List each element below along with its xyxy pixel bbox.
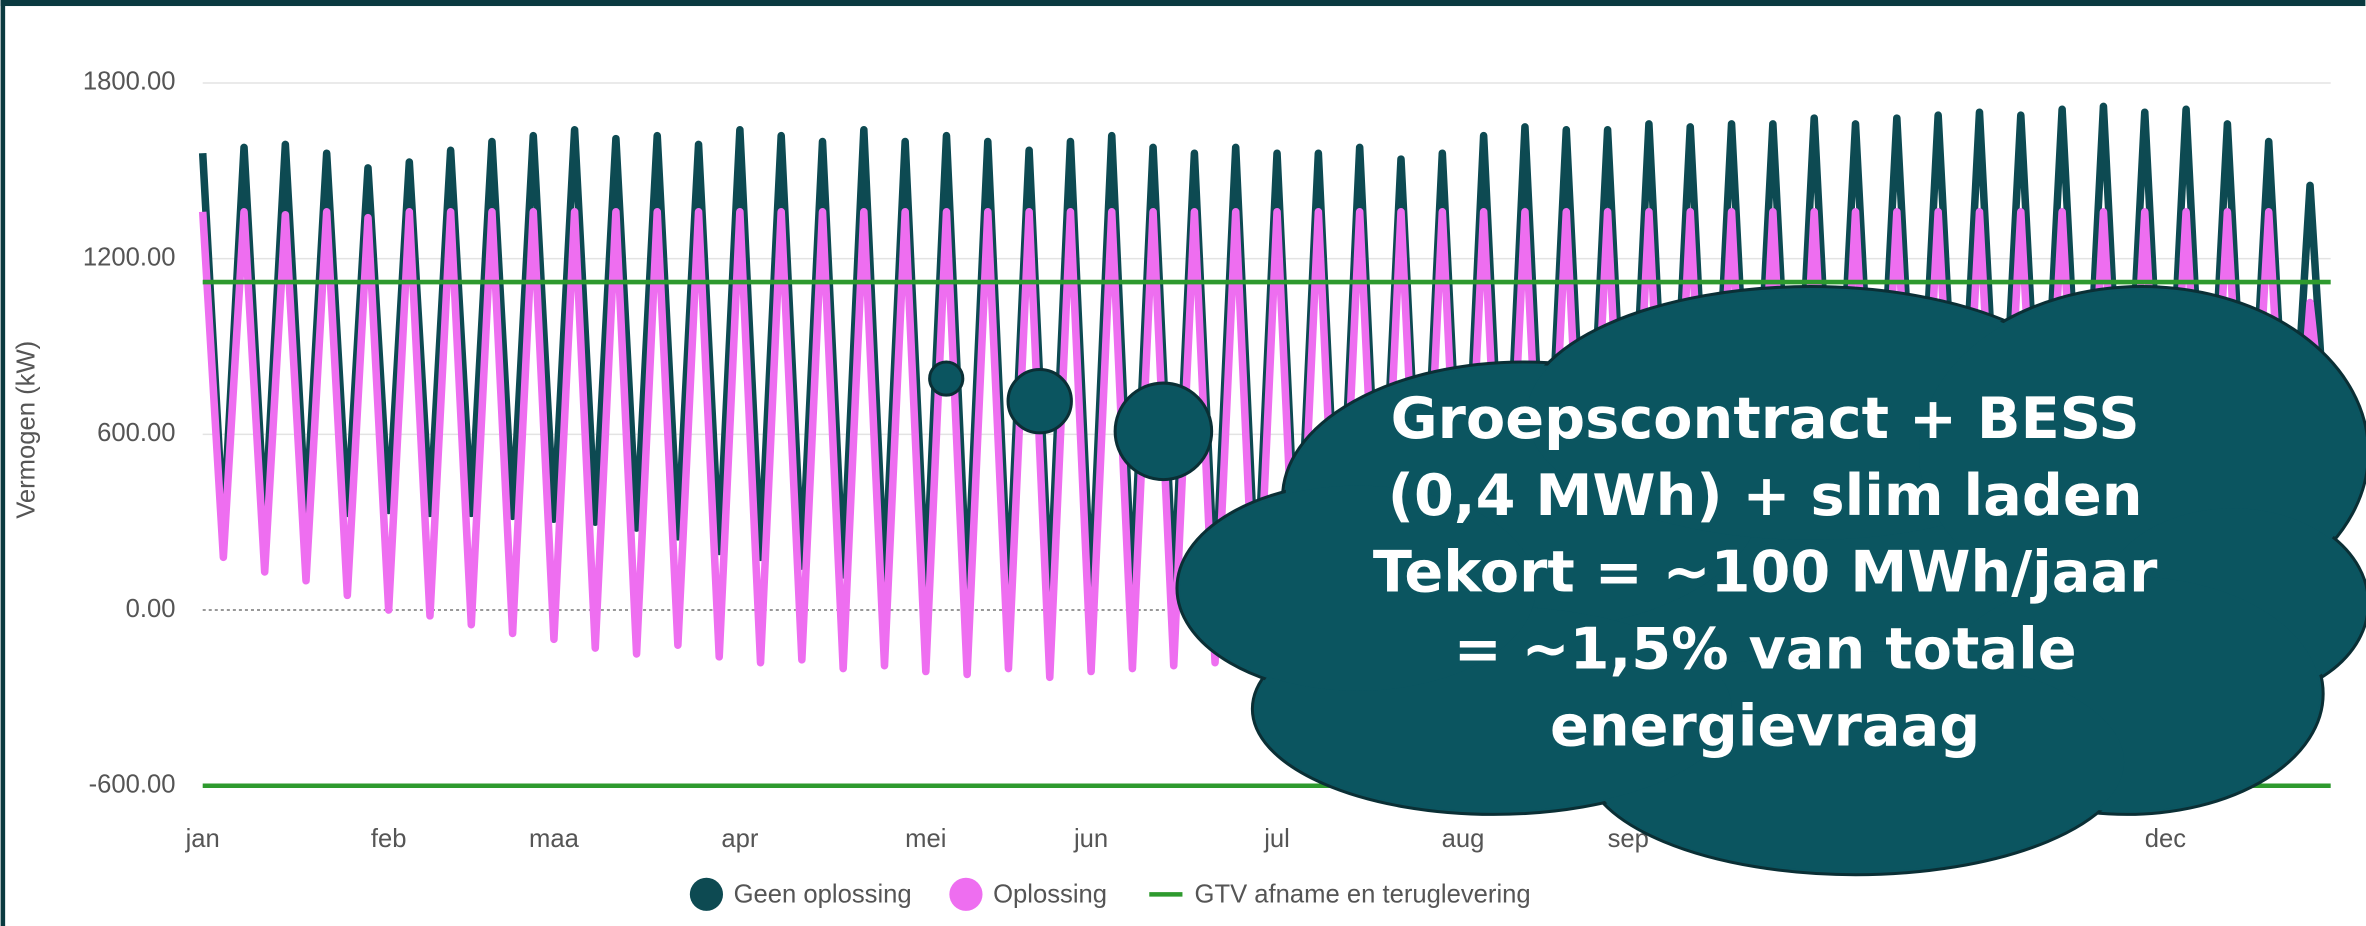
x-tick-label: maa xyxy=(529,825,580,853)
y-tick-label: 1200.00 xyxy=(83,243,176,271)
legend-marker xyxy=(690,878,723,911)
chart: -600.00 0.00 600.00 1200.00 1800.00 Vermogen … xyxy=(0,0,2366,926)
annotation: = ~1,5% van totale xyxy=(1454,616,2077,683)
annotation: (0,4 MWh) + slim laden xyxy=(1388,462,2143,529)
legend-marker xyxy=(949,878,982,911)
x-tick-label: jun xyxy=(1073,825,1108,853)
x-tick-label: jan xyxy=(185,825,220,853)
annotation: Groepscontract + BESS xyxy=(1391,385,2140,452)
x-tick-label: aug xyxy=(1442,825,1485,853)
legend-label: GTV afname en teruglevering xyxy=(1195,881,1531,909)
legend-label: Oplossing xyxy=(993,881,1107,909)
y-axis-label: Vermogen (kW) xyxy=(13,341,41,519)
x-tick-label: dec xyxy=(2145,825,2187,853)
y-tick-label: 1800.00 xyxy=(83,68,176,96)
x-tick-label: mei xyxy=(905,825,946,853)
top-border xyxy=(1,0,2366,6)
y-tick-label: -600.00 xyxy=(89,771,176,799)
annotation: energievraag xyxy=(1550,693,1980,760)
page: {"chart_data":{"type":"line","y_label":"… xyxy=(0,0,2366,926)
left-border xyxy=(1,0,6,926)
legend-label: Geen oplossing xyxy=(734,881,912,909)
y-tick-label: 0.00 xyxy=(126,595,176,623)
annotation: Tekort = ~100 MWh/jaar xyxy=(1373,539,2158,606)
y-tick-label: 600.00 xyxy=(97,419,175,447)
x-tick-label: apr xyxy=(721,825,759,853)
x-tick-label: jul xyxy=(1263,825,1290,853)
x-tick-label: feb xyxy=(371,825,407,853)
